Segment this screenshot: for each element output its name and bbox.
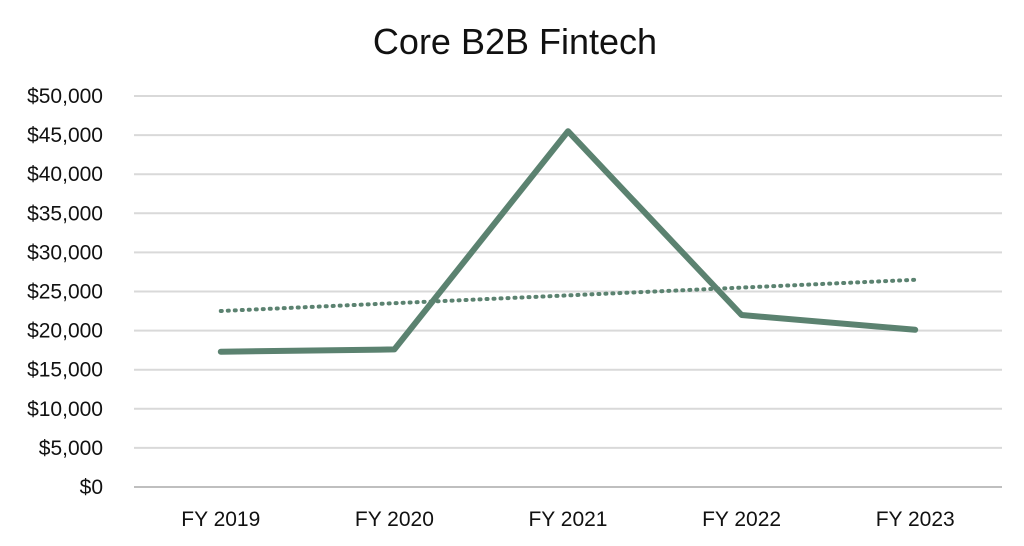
x-axis-ticks: FY 2019 FY 2020 FY 2021 FY 2022 FY 2023 [181, 508, 954, 531]
y-tick-label: $40,000 [27, 163, 103, 186]
x-tick-label: FY 2019 [181, 508, 260, 531]
y-tick-label: $35,000 [27, 202, 103, 225]
y-tick-label: $50,000 [27, 85, 103, 108]
y-tick-label: $45,000 [27, 124, 103, 147]
y-tick-label: $15,000 [27, 359, 103, 382]
x-tick-label: FY 2020 [355, 508, 434, 531]
trendline [218, 277, 918, 313]
y-tick-label: $5,000 [39, 437, 103, 460]
y-tick-label: $30,000 [27, 241, 103, 264]
y-tick-label: $20,000 [27, 320, 103, 343]
y-tick-label: $0 [80, 476, 103, 499]
y-axis-ticks: $0 $5,000 $10,000 $15,000 $20,000 $25,000 $30,… [27, 85, 103, 499]
x-tick-label: FY 2022 [702, 508, 781, 531]
chart-title: Core B2B Fintech [373, 21, 657, 62]
y-tick-label: $25,000 [27, 281, 103, 304]
x-tick-label: FY 2023 [876, 508, 955, 531]
gridlines [134, 95, 1002, 488]
y-tick-label: $10,000 [27, 398, 103, 421]
series-lines [217, 128, 919, 355]
x-tick-label: FY 2021 [528, 508, 607, 531]
series-line [217, 128, 919, 355]
